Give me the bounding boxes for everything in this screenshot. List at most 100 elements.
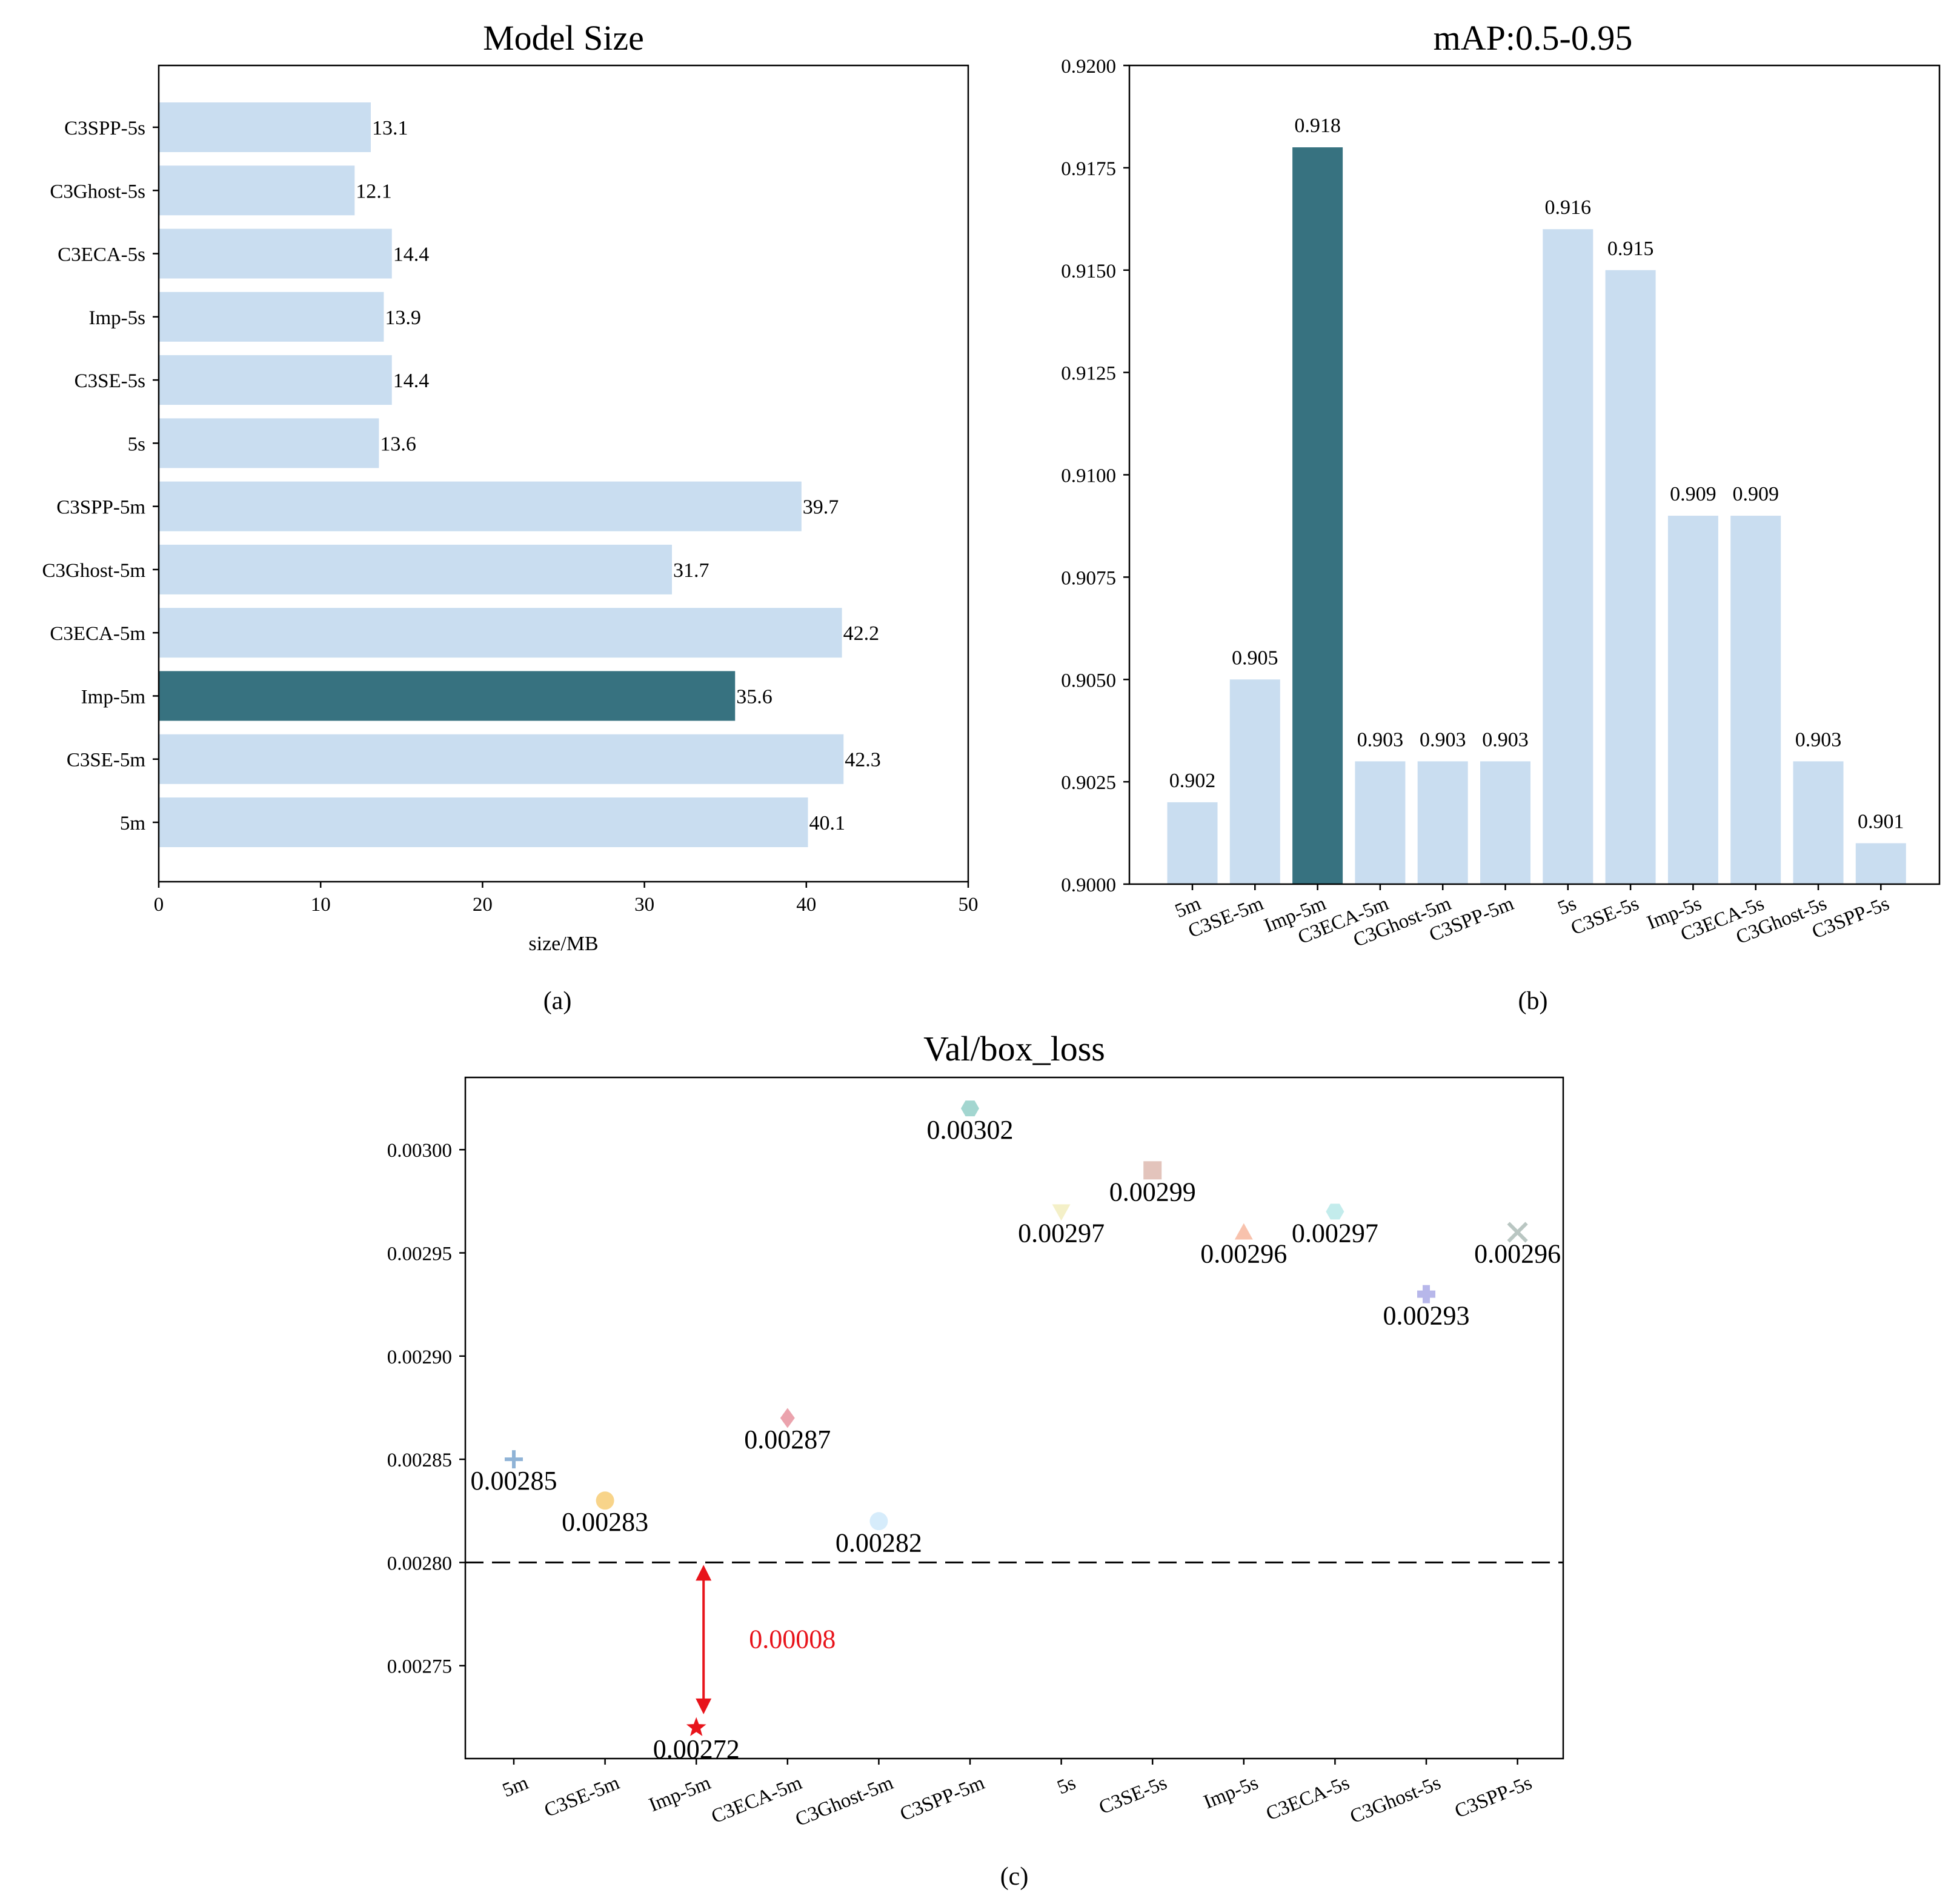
y-tick-label-c3spp-5s: C3SPP-5s <box>64 118 145 139</box>
y-tick-label-0.9200: 0.9200 <box>1061 56 1116 78</box>
bar-imp-5m <box>1292 147 1343 885</box>
x-tick-label-50: 50 <box>959 894 979 916</box>
y-tick-label-c3se-5m: C3SE-5m <box>67 750 146 771</box>
chart-val-box-loss: Val/box_loss 0.002850.002830.002720.0028… <box>387 1029 1564 1891</box>
y-tick-label-0.00295: 0.00295 <box>387 1243 452 1265</box>
chart-model-size: Model Size 40.1 42.3 35.6 42.2 31.7 39.7 13.6 1… <box>42 18 978 1015</box>
point-c3spp-5s <box>1507 1222 1528 1243</box>
bar-c3ghost-5s <box>159 165 355 216</box>
y-tick-label-5m: 5m <box>120 813 146 834</box>
bar-c3spp-5m <box>159 481 802 531</box>
bar-value-label-c3spp-5m: 39.7 <box>803 496 839 519</box>
x-tick-label-c3se-5m: C3SE-5m <box>541 1772 622 1822</box>
point-c3spp-5m <box>961 1100 979 1117</box>
bar-value-label-c3se-5s: 0.915 <box>1607 238 1654 260</box>
point-5s <box>1052 1204 1071 1221</box>
x-tick-label-c3eca-5s: C3ECA-5s <box>1263 1772 1353 1825</box>
point-5m <box>505 1450 523 1469</box>
y-tick-label-0.9000: 0.9000 <box>1061 874 1116 896</box>
y-tick-label-0.9075: 0.9075 <box>1061 567 1116 589</box>
bar-value-label-c3spp-5s: 13.1 <box>372 117 408 139</box>
bar-value-label-c3se-5m: 0.905 <box>1232 647 1278 669</box>
bar-value-label-imp-5s: 13.9 <box>385 307 421 329</box>
y-tick-label-0.9175: 0.9175 <box>1061 158 1116 180</box>
y-tick-label-imp-5m: Imp-5m <box>81 686 146 708</box>
y-tick-label-c3eca-5s: C3ECA-5s <box>58 244 145 266</box>
bar-c3ghost-5m <box>159 544 673 594</box>
point-value-label-c3ghost-5s: 0.00293 <box>1383 1301 1470 1331</box>
y-tick-label-0.00275: 0.00275 <box>387 1656 452 1678</box>
bar-value-label-c3ghost-5m: 31.7 <box>673 559 709 582</box>
point-c3eca-5s <box>1326 1203 1344 1220</box>
x-tick-label-0: 0 <box>154 894 164 916</box>
panel-a-label: (a) <box>543 987 572 1015</box>
bar-value-label-imp-5s: 0.909 <box>1670 483 1716 505</box>
x-tick-label-c3spp-5m: C3SPP-5m <box>897 1772 988 1825</box>
bar-5m <box>159 797 808 847</box>
y-tick-label-0.9150: 0.9150 <box>1061 261 1116 282</box>
bar-value-label-5m: 40.1 <box>809 812 845 834</box>
bar-value-label-5m: 0.902 <box>1169 770 1216 792</box>
bar-c3ghost-5s <box>1793 761 1844 884</box>
y-tick-label-0.9025: 0.9025 <box>1061 772 1116 794</box>
bar-c3ghost-5m <box>1417 761 1468 884</box>
point-value-label-imp-5s: 0.00296 <box>1200 1239 1287 1268</box>
bar-c3spp-5m <box>1480 761 1530 884</box>
bar-imp-5s <box>159 291 384 342</box>
point-c3ghost-5m <box>869 1512 888 1531</box>
bar-value-label-c3eca-5m: 0.903 <box>1357 728 1404 751</box>
y-tick-label-c3se-5s: C3SE-5s <box>75 370 145 392</box>
chart-b-frame <box>1128 64 1941 885</box>
chart-b-title: mAP:0.5-0.95 <box>1434 18 1633 58</box>
x-tick-label-c3se-5s: C3SE-5s <box>1568 893 1642 939</box>
y-tick-label-c3spp-5m: C3SPP-5m <box>56 497 145 519</box>
chart-a-xlabel: size/MB <box>528 933 598 955</box>
chart-a-frame <box>158 64 969 883</box>
bar-value-label-c3spp-5s: 0.901 <box>1858 810 1904 833</box>
point-imp-5s <box>1234 1223 1253 1240</box>
x-tick-label-c3se-5s: C3SE-5s <box>1096 1772 1170 1819</box>
bar-value-label-c3eca-5s: 0.909 <box>1732 483 1779 505</box>
x-tick-label-imp-5m: Imp-5m <box>646 1772 714 1816</box>
chart-map: mAP:0.5-0.95 0.902 0.905 0.918 0.903 0.903 0.… <box>1061 18 1941 1015</box>
bar-value-label-c3se-5m: 42.3 <box>845 749 881 771</box>
bar-c3se-5s <box>1605 270 1656 884</box>
bar-c3eca-5m <box>159 608 842 658</box>
point-value-label-c3se-5s: 0.00299 <box>1109 1177 1196 1207</box>
chart-a-title: Model Size <box>483 18 644 58</box>
bar-5s <box>159 418 379 468</box>
y-tick-label-0.9050: 0.9050 <box>1061 670 1116 691</box>
bar-value-label-c3eca-5m: 42.2 <box>843 622 880 645</box>
y-tick-label-imp-5s: Imp-5s <box>89 307 146 329</box>
y-tick-label-0.00280: 0.00280 <box>387 1553 452 1574</box>
bar-5m <box>1167 802 1218 884</box>
point-c3se-5m <box>596 1491 614 1510</box>
point-value-label-c3eca-5s: 0.00297 <box>1292 1218 1378 1248</box>
bar-value-label-imp-5m: 35.6 <box>736 685 773 708</box>
point-c3ghost-5s <box>1417 1285 1435 1303</box>
y-tick-label-0.9125: 0.9125 <box>1061 363 1116 385</box>
x-tick-label-imp-5s: Imp-5s <box>1201 1772 1261 1813</box>
point-value-label-c3eca-5m: 0.00287 <box>744 1425 831 1454</box>
bar-5s <box>1543 229 1593 885</box>
x-tick-label-5s: 5s <box>1054 1772 1079 1799</box>
point-value-label-c3se-5m: 0.00283 <box>562 1507 648 1537</box>
bar-value-label-c3ghost-5s: 12.1 <box>356 180 392 202</box>
y-tick-label-0.00285: 0.00285 <box>387 1450 452 1471</box>
bar-c3eca-5m <box>1355 761 1406 884</box>
x-tick-label-40: 40 <box>796 894 816 916</box>
bar-c3se-5m <box>1229 679 1280 884</box>
difference-arrow-head-up <box>696 1565 712 1581</box>
bar-c3eca-5s <box>1730 516 1781 884</box>
point-imp-5m <box>686 1717 706 1736</box>
x-tick-label-30: 30 <box>634 894 654 916</box>
y-tick-label-c3eca-5m: C3ECA-5m <box>50 623 145 645</box>
point-value-label-c3ghost-5m: 0.00282 <box>836 1528 922 1557</box>
bar-imp-5s <box>1667 516 1718 884</box>
bar-value-label-5s: 0.916 <box>1545 196 1592 219</box>
chart-c-frame <box>464 1076 1564 1760</box>
y-tick-label-5s: 5s <box>128 433 145 455</box>
bar-value-label-5s: 13.6 <box>380 433 416 455</box>
panel-b-label: (b) <box>1518 987 1548 1015</box>
point-value-label-5s: 0.00297 <box>1018 1218 1105 1248</box>
